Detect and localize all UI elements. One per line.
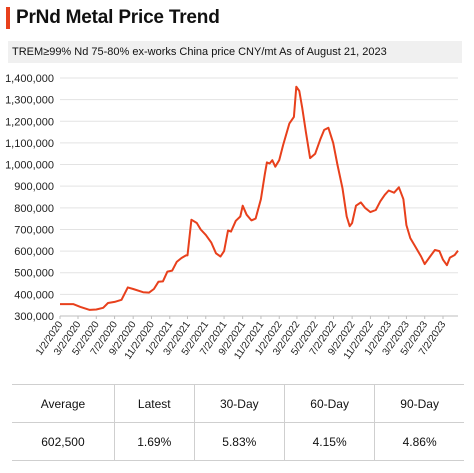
stats-value-60-day: 4.15% (283, 422, 375, 461)
stats-header-average: Average (12, 384, 115, 423)
series-layer (60, 85, 459, 311)
y-tick-label: 1,100,000 (5, 138, 54, 150)
stats-value-latest: 1.69% (113, 422, 195, 461)
stats-table: Average Latest 30-Day 60-Day 90-Day 602,… (12, 384, 464, 461)
y-tick-label: 500,000 (14, 268, 54, 280)
y-tick-label: 800,000 (14, 203, 54, 215)
stats-value-90-day: 4.86% (374, 422, 464, 461)
stats-value-row: 602,500 1.69% 5.83% 4.15% 4.86% (12, 422, 464, 461)
y-tick-label: 700,000 (14, 224, 54, 236)
y-axis-tick-labels: 300,000 400,000 500,000 600,000 700,000 800,0… (5, 73, 54, 323)
chart-subtitle: TREM≥99% Nd 75-80% ex-works China price … (8, 41, 462, 63)
stats-header-row: Average Latest 30-Day 60-Day 90-Day (12, 384, 464, 423)
price-trend-chart: 300,000 400,000 500,000 600,000 700,000 800,0… (5, 73, 459, 362)
y-tick-label: 300,000 (14, 311, 54, 323)
title-accent-bar (6, 7, 10, 29)
page-title: PrNd Metal Price Trend (16, 7, 220, 28)
y-tick-label: 900,000 (14, 181, 54, 193)
series-line (60, 85, 459, 311)
y-tick-label: 400,000 (14, 289, 54, 301)
y-tick-label: 1,400,000 (5, 73, 54, 85)
stats-value-30-day: 5.83% (193, 422, 285, 461)
y-tick-label: 1,000,000 (5, 160, 54, 172)
y-tick-label: 1,300,000 (5, 95, 54, 107)
stats-header-60-day: 60-Day (283, 384, 375, 423)
stats-value-average: 602,500 (12, 422, 115, 461)
title-bar: PrNd Metal Price Trend (6, 6, 220, 30)
grid-lines (60, 77, 458, 317)
y-tick-label: 1,200,000 (5, 116, 54, 128)
stats-header-90-day: 90-Day (374, 384, 464, 423)
stats-header-latest: Latest (113, 384, 195, 423)
stats-header-30-day: 30-Day (193, 384, 285, 423)
y-tick-label: 600,000 (14, 246, 54, 258)
x-axis-tick-labels: 1/2/20203/2/20205/2/20207/2/20209/2/2020… (34, 316, 449, 362)
